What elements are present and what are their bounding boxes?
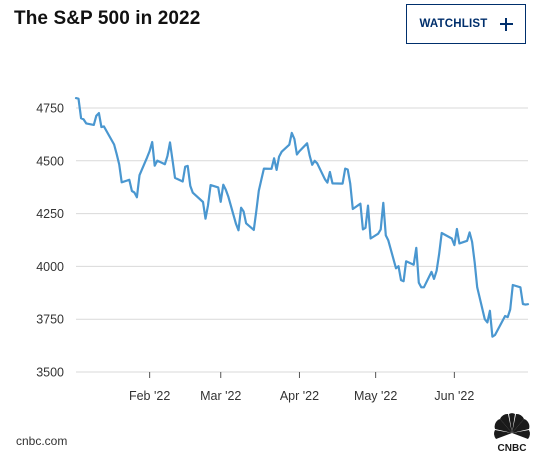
x-tick-label: Apr '22	[280, 389, 319, 403]
y-tick-label: 3750	[36, 313, 64, 327]
y-tick-label: 3500	[36, 366, 64, 380]
y-tick-label: 4000	[36, 260, 64, 274]
x-axis-ticks: Feb '22 Mar '22 Apr '22 May '22 Jun '22	[129, 372, 474, 403]
y-tick-label: 4750	[36, 102, 64, 116]
cnbc-logo: CNBC	[494, 413, 530, 453]
watchlist-label: WATCHLIST	[419, 18, 488, 30]
x-tick-label: May '22	[354, 389, 397, 403]
x-tick-label: Mar '22	[200, 389, 241, 403]
x-tick-label: Feb '22	[129, 389, 170, 403]
gridlines	[76, 107, 528, 373]
y-tick-label: 4250	[36, 207, 64, 221]
y-axis-ticks: 3500 3750 4000 4250 4500 4750	[36, 102, 64, 380]
plus-icon	[499, 17, 513, 31]
series-layer	[74, 96, 530, 338]
series-line	[74, 96, 530, 338]
logo-text: CNBC	[498, 443, 527, 453]
source-label: cnbc.com	[16, 434, 68, 448]
watchlist-button[interactable]: WATCHLIST	[406, 4, 526, 44]
chart-title: The S&P 500 in 2022	[14, 8, 201, 29]
y-tick-label: 4500	[36, 154, 64, 168]
x-tick-label: Jun '22	[434, 389, 474, 403]
